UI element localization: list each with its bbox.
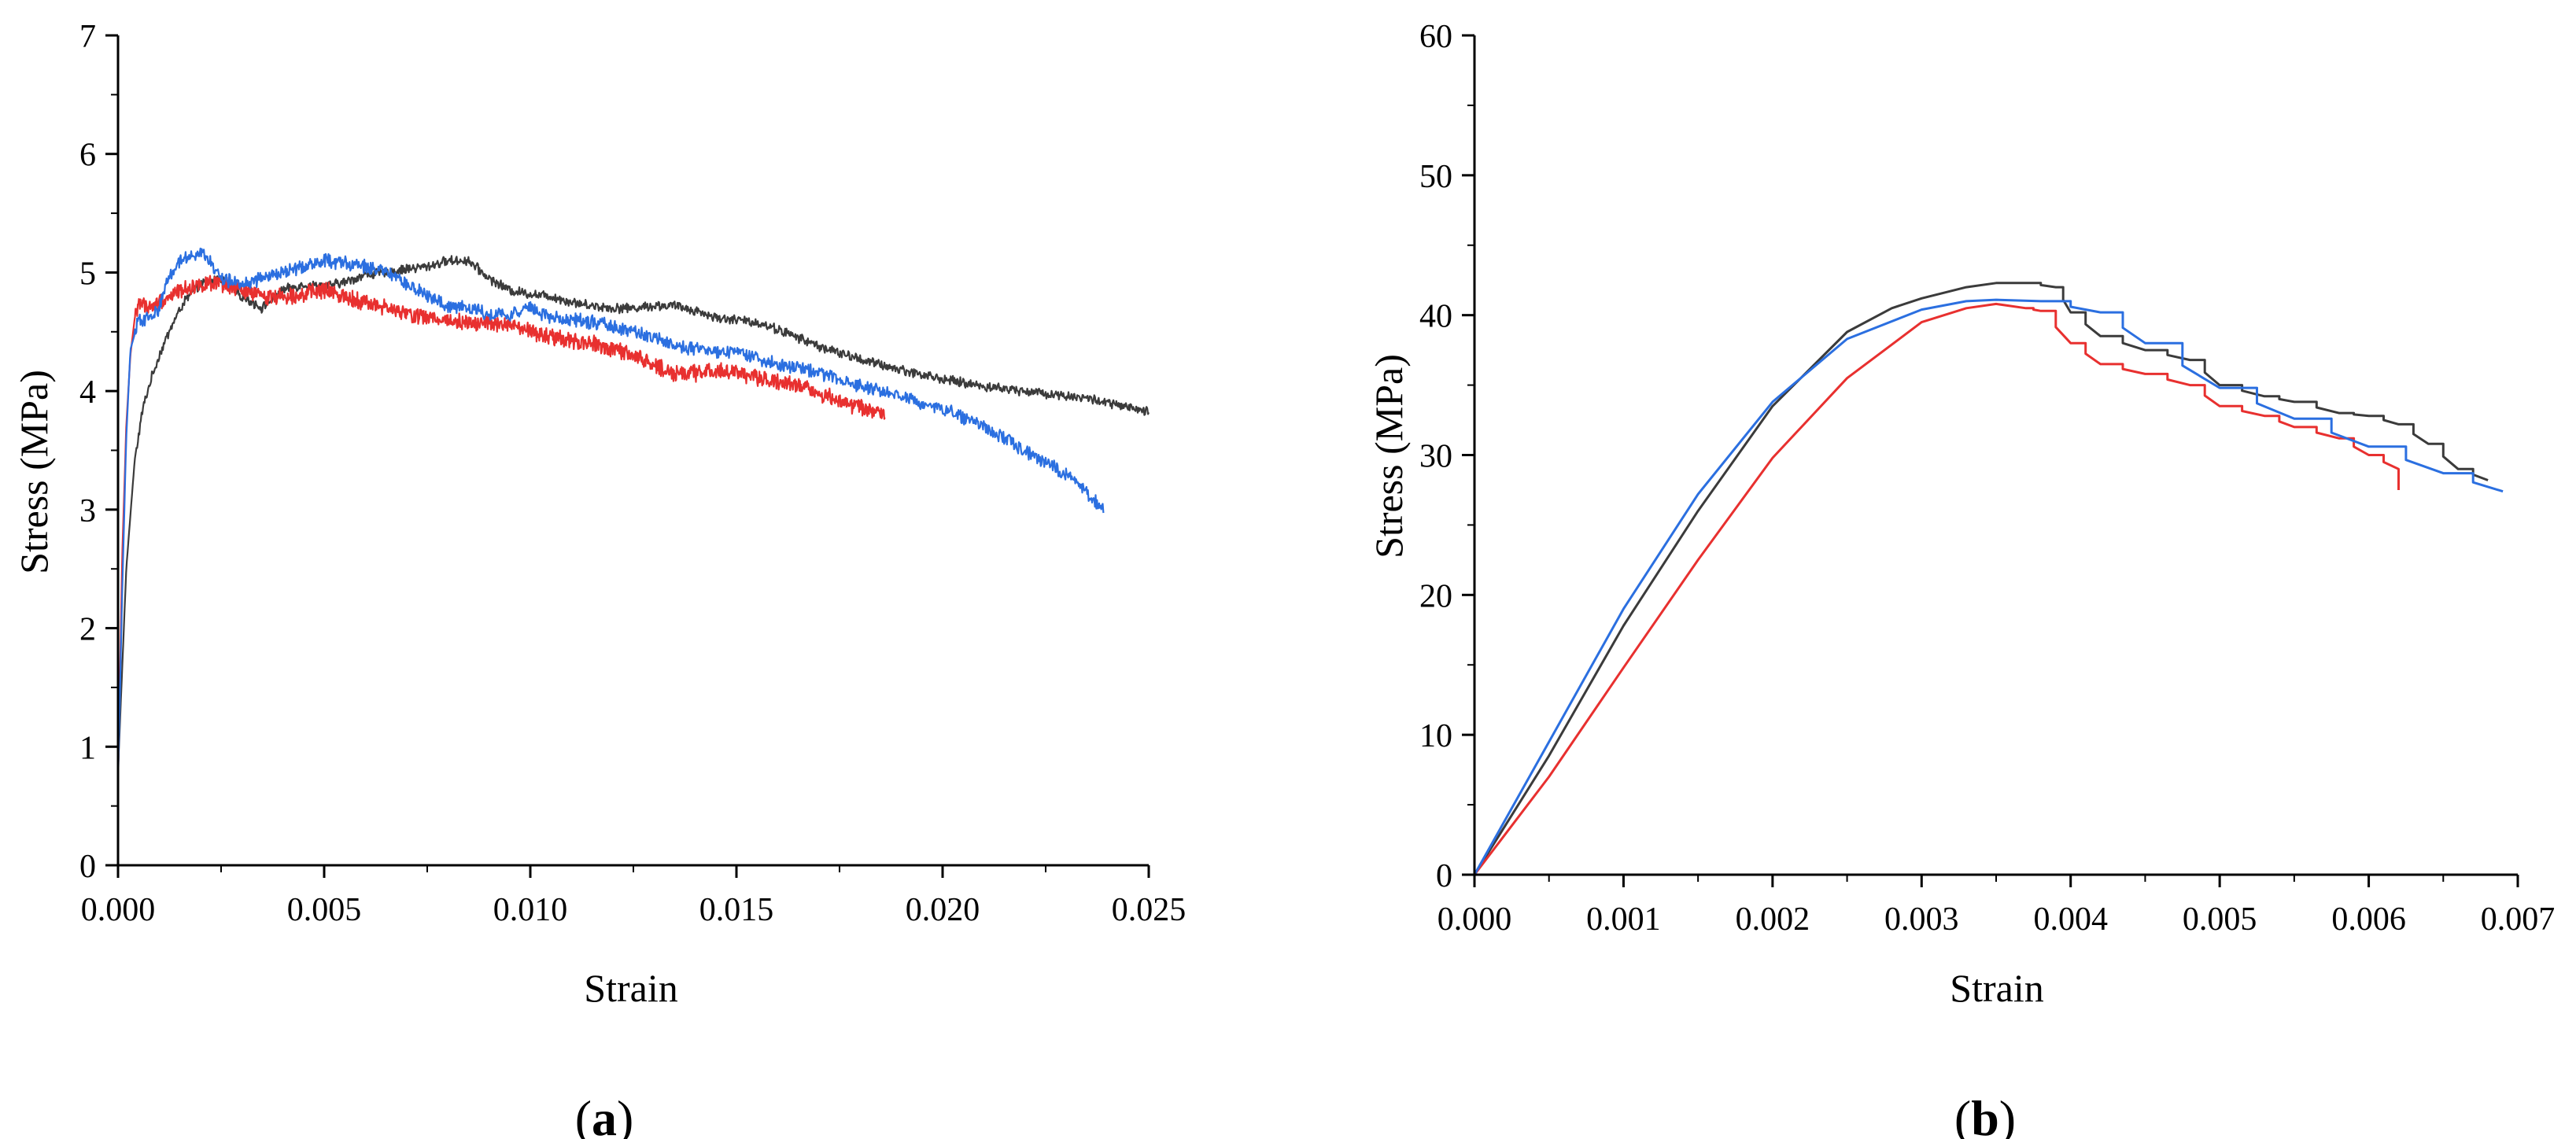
x-tick-label-b: 0.001 <box>1586 901 1661 938</box>
panel-label-letter-b: b <box>1971 1090 1999 1139</box>
panel-label-open-a: ( <box>575 1090 592 1139</box>
y-axis-label-a: Stress (MPa) <box>12 370 56 574</box>
y-tick-label-a: 0 <box>79 849 96 885</box>
x-tick-label-a: 0.010 <box>493 892 568 928</box>
y-tick-label-b: 20 <box>1419 578 1452 614</box>
y-tick-label-b: 10 <box>1419 718 1452 754</box>
x-tick-label-a: 0.015 <box>699 892 774 928</box>
x-tick-label-b: 0.005 <box>2183 901 2257 938</box>
ticks-a: 0.000 0.005 0.010 0.015 0.020 0.025 0 1 2 3 4 5 6 7 <box>79 19 1186 928</box>
x-tick-label-b: 0.007 <box>2481 901 2556 938</box>
x-tick-label-b: 0.003 <box>1884 901 1959 938</box>
x-tick-label-a: 0.020 <box>906 892 980 928</box>
chart-panel-a: 0.000 0.005 0.010 0.015 0.020 0.025 0 1 2 3 4 5 6 7 S… <box>12 19 1186 1139</box>
series-red-line-a <box>116 275 886 783</box>
x-axis-label-b: Strain <box>1950 966 2043 1010</box>
series-black-line-b <box>1473 282 2489 875</box>
y-axis-label-b: Stress (MPa) <box>1367 354 1411 558</box>
panel-label-letter-a: a <box>592 1090 617 1139</box>
panel-label-b: (b) <box>1954 1090 2016 1139</box>
y-tick-label-a: 6 <box>79 138 96 174</box>
y-tick-label-b: 30 <box>1419 439 1452 475</box>
y-tick-label-b: 50 <box>1419 159 1452 195</box>
y-tick-label-a: 7 <box>79 19 96 55</box>
y-tick-label-a: 4 <box>79 374 96 411</box>
chart-panel-b: 0.000 0.001 0.002 0.003 0.004 0.005 0.006 0.007… <box>1367 19 2555 1139</box>
y-tick-label-a: 2 <box>79 612 96 648</box>
y-tick-label-b: 40 <box>1419 299 1452 335</box>
panel-label-close-b: ) <box>1999 1090 2016 1139</box>
x-tick-label-b: 0.004 <box>2033 901 2108 938</box>
series-blue-line-b <box>1473 298 2504 875</box>
panel-label-open-b: ( <box>1954 1090 1971 1139</box>
plot-area-b <box>1474 35 2518 875</box>
y-tick-label-a: 3 <box>79 493 96 529</box>
x-axis-label-a: Strain <box>584 966 677 1010</box>
series-blue-line-a <box>116 247 1105 783</box>
y-tick-label-a: 5 <box>79 256 96 292</box>
panel-label-a: (a) <box>575 1090 634 1139</box>
y-tick-label-b: 0 <box>1436 858 1452 894</box>
x-tick-label-a: 0.000 <box>81 892 156 928</box>
panel-label-close-a: ) <box>617 1090 633 1139</box>
x-tick-label-a: 0.025 <box>1112 892 1187 928</box>
x-tick-label-b: 0.006 <box>2331 901 2406 938</box>
plot-background-b <box>1474 35 2518 875</box>
series-layer-a <box>116 247 1150 783</box>
series-layer-b <box>1473 282 2504 875</box>
x-tick-label-b: 0.002 <box>1736 901 1810 938</box>
x-tick-label-b: 0.000 <box>1437 901 1512 938</box>
y-tick-label-a: 1 <box>79 730 96 766</box>
plot-area-a <box>118 35 1149 865</box>
y-tick-label-b: 60 <box>1419 19 1452 55</box>
plot-background-a <box>118 35 1149 865</box>
x-tick-label-a: 0.005 <box>287 892 362 928</box>
ticks-b: 0.000 0.001 0.002 0.003 0.004 0.005 0.006 0.007… <box>1419 19 2555 938</box>
series-black-line-a <box>116 255 1150 771</box>
